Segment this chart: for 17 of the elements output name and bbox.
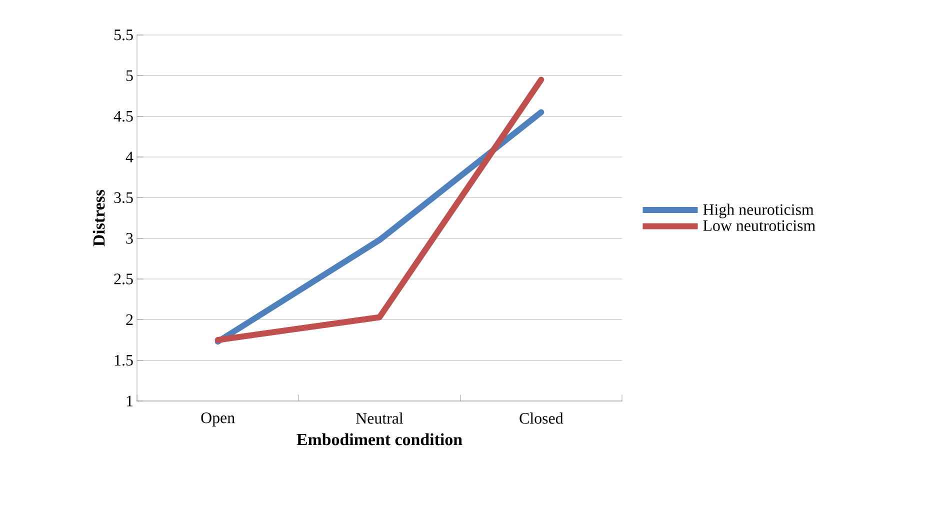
x-tick-label: Neutral xyxy=(356,412,404,424)
x-tick-label: Closed xyxy=(520,412,564,424)
y-tick-label: 4.5 xyxy=(114,110,133,122)
y-tick-label: 1 xyxy=(126,396,133,406)
y-tick-label: 3.5 xyxy=(114,192,133,204)
x-tick-label: Open xyxy=(201,412,235,426)
y-tick-label: 1.5 xyxy=(114,354,133,366)
legend-label: Low neutroticism xyxy=(703,220,816,231)
legend-label: High neuroticism xyxy=(703,204,814,218)
y-tick-label: 2.5 xyxy=(114,274,133,284)
y-tick-label: 4 xyxy=(126,152,134,162)
y-tick-label: 3 xyxy=(126,232,133,244)
y-tick-label: 5 xyxy=(126,70,133,81)
y-axis-title: Distress xyxy=(92,190,105,246)
y-tick-label: 5.5 xyxy=(114,30,133,40)
y-tick-label: 2 xyxy=(126,314,133,325)
x-axis-title: Embodiment condition xyxy=(296,433,462,446)
